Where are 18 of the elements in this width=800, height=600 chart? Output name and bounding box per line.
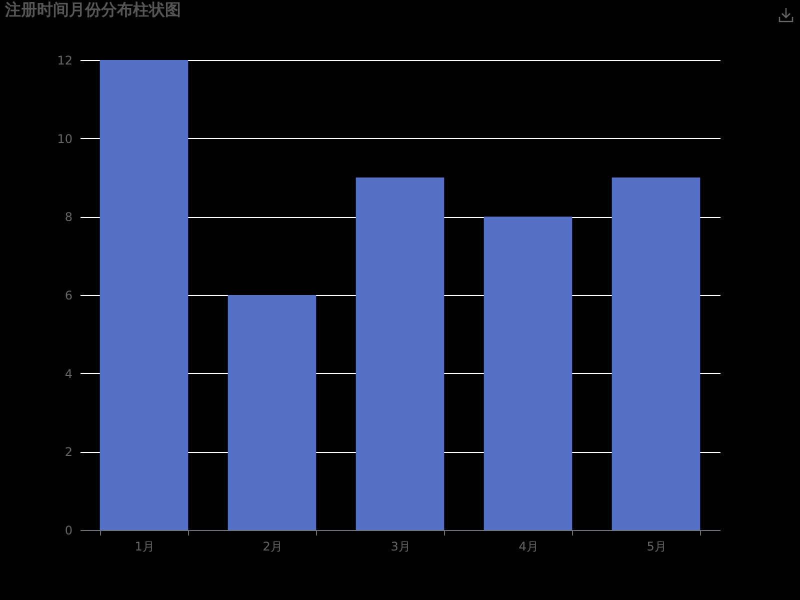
x-tick-label: 5月 — [646, 540, 666, 554]
y-tick-label: 6 — [64, 288, 72, 302]
x-tick-label: 3月 — [390, 540, 410, 554]
x-tick-label: 4月 — [518, 540, 538, 554]
x-tick-label: 2月 — [262, 540, 282, 554]
bar — [612, 178, 700, 530]
x-tick-label: 1月 — [134, 540, 154, 554]
bar — [356, 178, 444, 530]
chart-title: 注册时间月份分布柱状图 — [4, 0, 181, 19]
bar — [228, 295, 316, 530]
y-tick-label: 10 — [57, 132, 72, 146]
bar — [484, 216, 572, 530]
y-tick-label: 0 — [64, 524, 72, 538]
y-tick-label: 4 — [64, 366, 72, 381]
y-tick-label: 12 — [57, 54, 72, 68]
y-tick-label: 8 — [64, 210, 72, 224]
y-tick-label: 2 — [64, 445, 72, 460]
bar — [100, 60, 188, 530]
